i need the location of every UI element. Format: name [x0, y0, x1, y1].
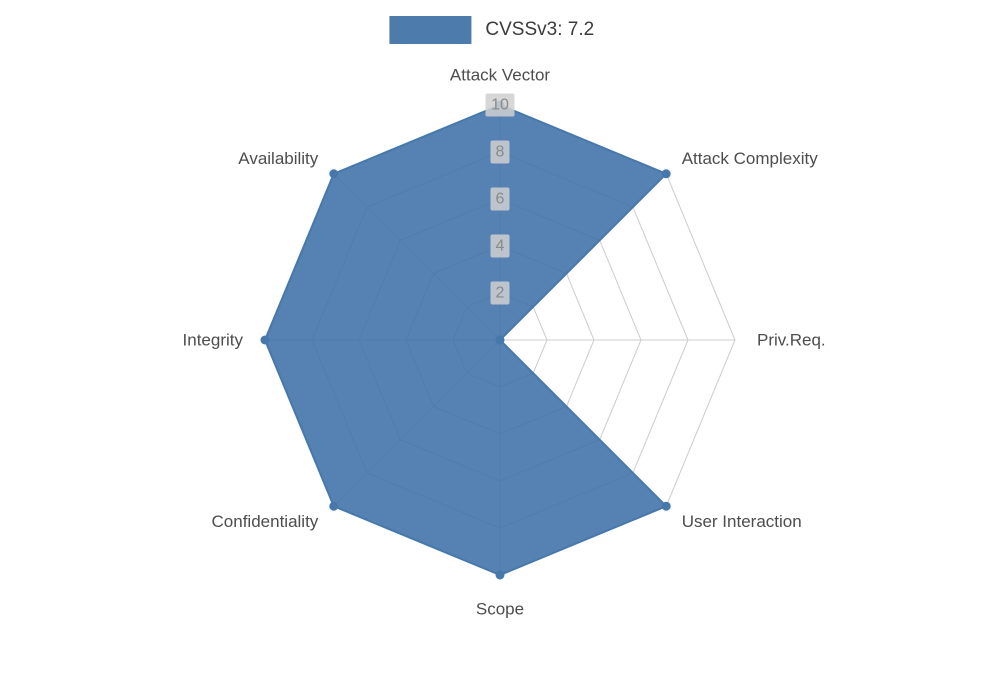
legend-swatch: [389, 16, 472, 44]
tick-label-box: [490, 140, 510, 164]
vertex-dot: [661, 501, 671, 511]
vertex-dot: [260, 335, 270, 345]
vertex-dot: [495, 335, 505, 345]
radar-axis-labels: Attack Vector Attack Complexity Priv.Req. U…: [183, 66, 826, 619]
vertex-dot: [329, 169, 339, 179]
vertex-dot: [495, 570, 505, 580]
tick-label-box: [490, 234, 510, 258]
axis-label-confidentiality: Confidentiality: [212, 512, 319, 531]
chart-legend[interactable]: CVSSv3: 7.2: [389, 16, 594, 44]
tick-label: 2: [496, 285, 505, 302]
vertex-dot: [329, 501, 339, 511]
axis-label-availability: Availability: [238, 149, 319, 168]
tick-label-box: [485, 93, 515, 117]
tick-label: 6: [496, 191, 505, 208]
axis-label-user-interaction: User Interaction: [682, 512, 802, 531]
legend-label: CVSSv3: 7.2: [485, 19, 595, 40]
radar-series: [260, 100, 671, 580]
axis-label-integrity: Integrity: [183, 331, 244, 350]
tick-label: 8: [496, 144, 505, 161]
axis-label-priv-req-: Priv.Req.: [757, 331, 826, 350]
tick-label-box: [490, 187, 510, 211]
axis-label-scope: Scope: [476, 600, 524, 619]
tick-label: 10: [491, 97, 509, 114]
vertex-dot: [661, 169, 671, 179]
tick-label: 4: [496, 238, 505, 255]
radar-tick-labels: 2 4 6 8 10: [485, 93, 515, 305]
axis-label-attack-vector: Attack Vector: [450, 66, 550, 85]
axis-label-attack-complexity: Attack Complexity: [682, 149, 819, 168]
tick-label-box: [490, 281, 510, 305]
